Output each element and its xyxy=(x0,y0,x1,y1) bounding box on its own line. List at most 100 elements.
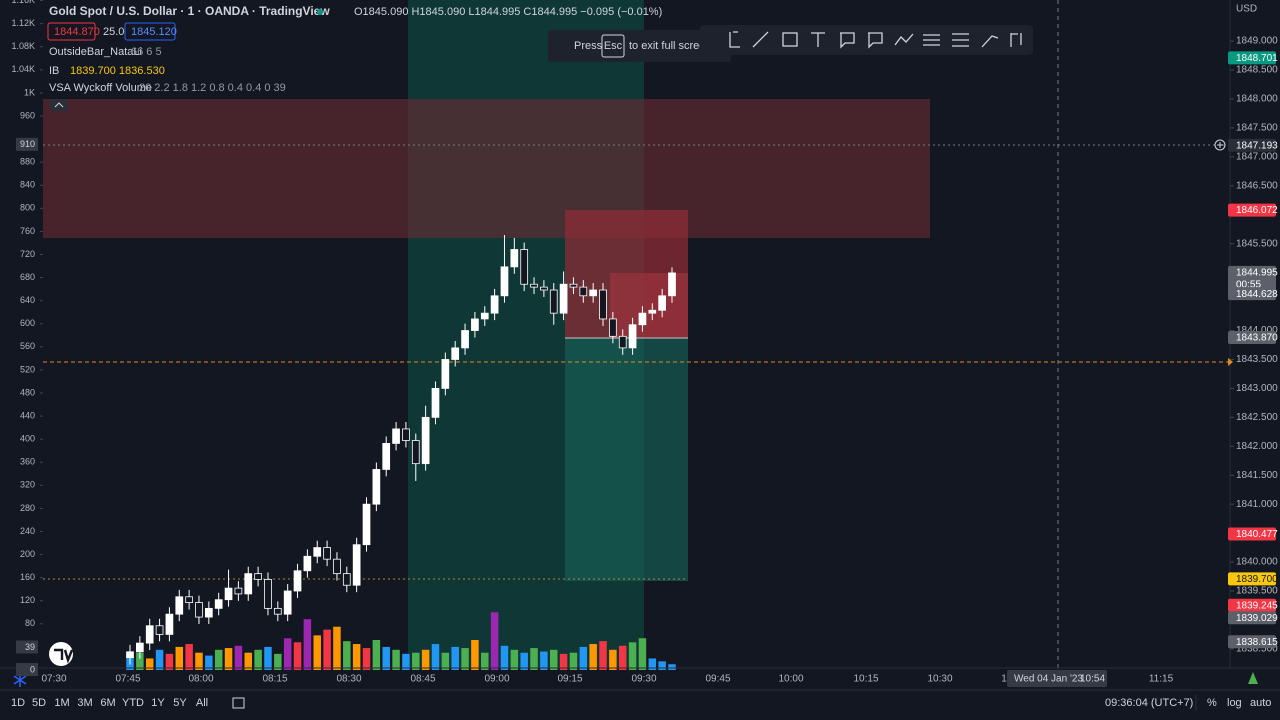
hint-box xyxy=(548,30,731,62)
volume-tick-label: 120 xyxy=(20,595,35,605)
volume-bar xyxy=(618,645,627,670)
ask-box[interactable] xyxy=(124,22,176,41)
candle-body xyxy=(175,596,184,615)
volume-bar xyxy=(658,661,666,670)
countdown: 00:55 xyxy=(1236,280,1261,291)
candle-body xyxy=(273,607,282,615)
tool-icon[interactable] xyxy=(923,34,940,46)
candle-body xyxy=(323,547,331,560)
volume-bar xyxy=(244,652,252,670)
currency[interactable]: USD xyxy=(1236,4,1257,15)
range-button[interactable]: 1Y xyxy=(151,697,165,709)
y-tick-label: 1848.500 xyxy=(1236,65,1278,76)
volume-bar xyxy=(205,655,213,670)
volume-bar xyxy=(540,651,548,670)
tree-icon xyxy=(1248,672,1258,684)
range-button[interactable]: YTD xyxy=(122,697,144,709)
toolbar-icons[interactable] xyxy=(729,31,1022,49)
crosshair-time: 10:54 xyxy=(1080,674,1105,685)
volume-bar xyxy=(481,652,489,670)
range-button[interactable]: 5D xyxy=(32,697,46,709)
candle-body xyxy=(569,283,578,288)
bid[interactable]: 1844.870 xyxy=(54,26,100,38)
volume-tick-label: 400 xyxy=(20,434,35,444)
percent-toggle[interactable]: % xyxy=(1207,697,1217,709)
tool-icon[interactable] xyxy=(1010,33,1022,47)
volume-bar xyxy=(372,639,381,670)
volume-bar xyxy=(145,658,154,670)
volume-badge-label: 0 xyxy=(30,664,35,674)
volume-bar xyxy=(421,649,430,670)
tool-icon[interactable] xyxy=(952,33,969,47)
candle-body xyxy=(342,573,351,586)
tool-icon[interactable] xyxy=(782,32,798,47)
risk-zone xyxy=(610,273,688,338)
volume-bar xyxy=(431,644,440,670)
range-button[interactable]: All xyxy=(196,697,208,709)
candle-body xyxy=(618,335,627,349)
volume-tick-label: 1.04K xyxy=(11,64,35,74)
candle-body xyxy=(136,642,144,653)
candle-body xyxy=(451,347,460,360)
candle-body xyxy=(224,587,233,601)
price-badge xyxy=(1228,611,1276,625)
tool-icon[interactable] xyxy=(981,35,999,48)
price-badge xyxy=(1228,635,1276,649)
y-tick-label: 1841.500 xyxy=(1236,470,1278,481)
candle-body xyxy=(204,607,213,618)
volume-bar xyxy=(274,653,282,670)
indicator-name[interactable]: IB xyxy=(49,65,59,77)
range-button[interactable]: 5Y xyxy=(173,697,187,709)
volume-bar xyxy=(510,649,519,670)
y-tick-label: 1840.000 xyxy=(1236,557,1278,568)
candle-body xyxy=(214,599,223,609)
candle-body xyxy=(471,318,479,331)
volume-badge-label: 910 xyxy=(20,139,35,149)
price-badge-label: 1839.700 xyxy=(1236,574,1278,585)
price-badge-label: 1846.072 xyxy=(1236,205,1278,216)
auto-toggle[interactable]: auto xyxy=(1250,697,1271,709)
crosshair-plus[interactable] xyxy=(1214,139,1226,151)
volume-bar xyxy=(254,649,262,670)
candle-body xyxy=(372,469,381,505)
volume-tick-label: 320 xyxy=(20,480,35,490)
volume-bar xyxy=(392,649,400,670)
volume-bar xyxy=(136,652,144,670)
x-tick-label: 08:00 xyxy=(188,674,213,685)
collapse-button[interactable] xyxy=(50,99,68,111)
range-button[interactable]: 3M xyxy=(77,697,92,709)
tool-icon[interactable] xyxy=(752,31,769,48)
volume-bar xyxy=(352,644,361,670)
indicator-name[interactable]: OutsideBar_NataLi xyxy=(49,46,142,58)
candle-body xyxy=(520,249,529,285)
ask[interactable]: 1845.120 xyxy=(131,26,177,38)
volume-bar xyxy=(323,629,331,670)
tool-icon[interactable] xyxy=(729,31,740,48)
indicator-name[interactable]: VSA Wyckoff Volume xyxy=(49,82,152,94)
tool-icon[interactable] xyxy=(811,32,825,47)
price-badge xyxy=(1228,598,1276,612)
price-badge-label: 1848.701 xyxy=(1236,53,1278,64)
drawing-toolbar xyxy=(700,25,1033,55)
candle-body xyxy=(411,440,420,465)
volume-bar xyxy=(343,641,351,670)
volume-bar xyxy=(165,653,174,670)
price-badge-label: 1839.245 xyxy=(1236,600,1278,611)
bid-box[interactable] xyxy=(47,22,96,41)
hint-key: Esc xyxy=(604,40,623,52)
range-button[interactable]: 1D xyxy=(11,697,25,709)
tool-icon[interactable] xyxy=(840,32,855,49)
spread: 25.0 xyxy=(103,26,124,38)
tool-icon[interactable] xyxy=(894,33,914,46)
tool-icon[interactable] xyxy=(868,32,883,49)
range-button[interactable]: 6M xyxy=(100,697,115,709)
y-tick-label: 1845.500 xyxy=(1236,238,1278,249)
target-zone xyxy=(565,338,688,581)
range-button[interactable]: 1M xyxy=(54,697,69,709)
log-toggle[interactable]: log xyxy=(1227,697,1242,709)
volume-bar xyxy=(333,626,341,670)
candle-body xyxy=(599,289,607,320)
date-range-icon[interactable] xyxy=(232,697,245,709)
volume-tick-label: 560 xyxy=(20,341,35,351)
volume-tick-label: 640 xyxy=(20,295,35,305)
